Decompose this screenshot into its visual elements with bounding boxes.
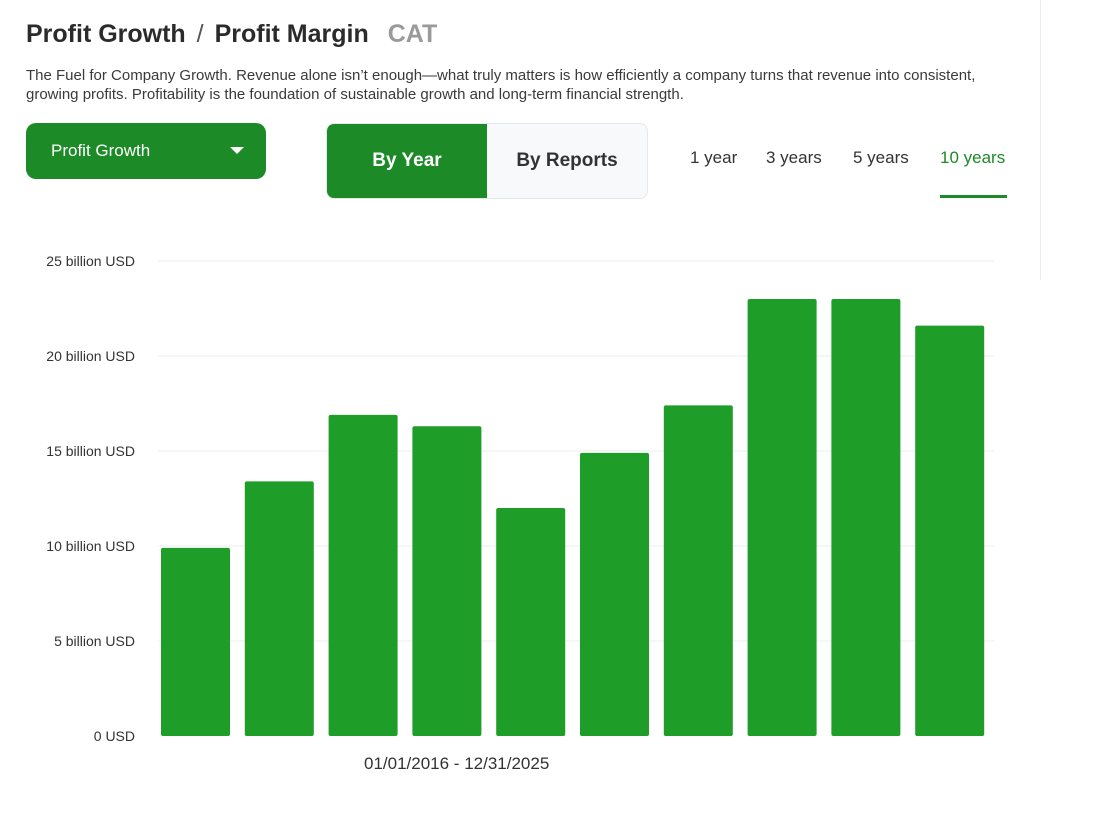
bar[interactable] xyxy=(496,508,566,736)
bar[interactable] xyxy=(412,426,482,736)
y-tick-label: 10 billion USD xyxy=(46,538,135,554)
by-reports-button[interactable]: By Reports xyxy=(516,150,618,171)
title-separator: / xyxy=(196,20,204,48)
bar[interactable] xyxy=(747,299,817,736)
by-year-button[interactable]: By Year xyxy=(327,124,487,198)
page-title: Profit Growth / Profit Margin CAT xyxy=(26,20,437,49)
active-tab-underline xyxy=(940,195,1007,198)
y-tick-label: 15 billion USD xyxy=(46,443,135,459)
ticker-symbol: CAT xyxy=(387,20,438,48)
tab-5-years[interactable]: 5 years xyxy=(853,148,909,167)
tab-3-years[interactable]: 3 years xyxy=(766,148,822,167)
bar[interactable] xyxy=(244,481,314,736)
tab-1-year[interactable]: 1 year xyxy=(690,148,738,167)
bar[interactable] xyxy=(161,547,230,736)
bar[interactable] xyxy=(831,299,901,736)
description-text: The Fuel for Company Growth. Revenue alo… xyxy=(26,67,976,103)
date-range-label: 01/01/2016 - 12/31/2025 xyxy=(364,754,550,773)
tab-10-years[interactable]: 10 years xyxy=(940,148,1006,167)
y-tick-label: 0 USD xyxy=(94,728,135,744)
y-tick-label: 25 billion USD xyxy=(46,253,135,269)
view-mode-toggle: By Year By Reports xyxy=(326,123,648,199)
panel-divider xyxy=(1040,0,1041,280)
caret-down-icon xyxy=(230,147,244,154)
bar[interactable] xyxy=(328,414,398,736)
title-profit-growth: Profit Growth xyxy=(26,20,186,48)
profit-bar-chart: 0 USD 5 billion USD 10 billion USD 15 billi… xyxy=(46,253,994,744)
bar[interactable] xyxy=(915,325,985,736)
metric-dropdown-label: Profit Growth xyxy=(51,141,151,160)
y-tick-label: 20 billion USD xyxy=(46,348,135,364)
metric-dropdown[interactable]: Profit Growth xyxy=(26,123,266,179)
bar[interactable] xyxy=(580,452,649,736)
bar[interactable] xyxy=(663,405,733,736)
y-tick-label: 5 billion USD xyxy=(54,633,135,649)
title-profit-margin: Profit Margin xyxy=(214,20,369,48)
